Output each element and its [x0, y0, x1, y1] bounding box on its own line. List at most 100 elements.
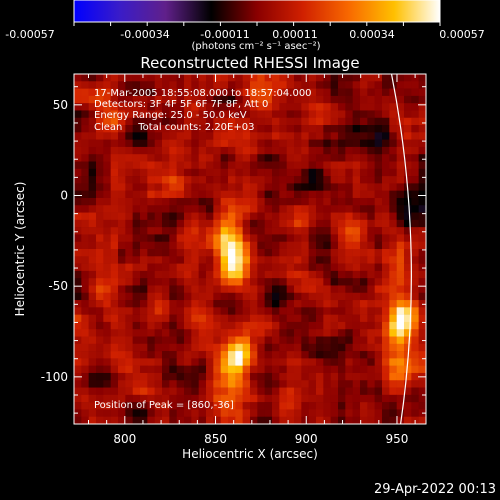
heatmap-cell — [110, 197, 119, 206]
heatmap-cell — [228, 241, 236, 250]
y-tick-label: 50 — [53, 98, 68, 112]
heatmap-cell — [213, 409, 221, 418]
heatmap-cell — [88, 154, 97, 162]
heatmap-cell — [81, 336, 89, 345]
heatmap-cell — [228, 314, 236, 323]
heatmap-cell — [125, 219, 133, 228]
heatmap-cell — [374, 183, 383, 191]
heatmap-cell — [132, 416, 141, 424]
heatmap-cell — [96, 190, 104, 199]
heatmap-cell — [323, 402, 331, 410]
heatmap-cell — [140, 300, 148, 308]
heatmap-cell — [110, 227, 119, 235]
heatmap-cell — [257, 285, 265, 294]
heatmap-cell — [250, 161, 258, 170]
heatmap-cell — [147, 205, 155, 213]
heatmap-cell — [294, 263, 302, 272]
heatmap-cell — [308, 117, 317, 126]
heatmap-cell — [213, 117, 221, 126]
heatmap-cell — [250, 292, 258, 301]
heatmap-cell — [286, 125, 295, 133]
heatmap-cell — [132, 81, 141, 89]
heatmap-cell — [338, 81, 346, 89]
heatmap-cell — [88, 249, 97, 257]
heatmap-cell — [169, 343, 177, 352]
heatmap-cell — [345, 161, 353, 170]
heatmap-cell — [228, 387, 236, 396]
heatmap-cell — [235, 241, 243, 250]
heatmap-cell — [169, 205, 177, 213]
x-axis-label: Heliocentric X (arcsec) — [182, 447, 318, 461]
heatmap-cell — [206, 227, 214, 235]
heatmap-cell — [176, 176, 185, 184]
heatmap-cell — [198, 387, 207, 396]
heatmap-cell — [162, 161, 170, 170]
heatmap-cell — [118, 394, 126, 403]
heatmap-cell — [235, 270, 243, 279]
heatmap-cell — [96, 365, 104, 374]
heatmap-cell — [147, 212, 155, 221]
heatmap-cell — [176, 307, 185, 315]
heatmap-cell — [389, 212, 397, 221]
heatmap-cell — [286, 314, 295, 323]
heatmap-cell — [294, 161, 302, 170]
heatmap-cell — [132, 88, 141, 97]
heatmap-cell — [411, 300, 419, 308]
heatmap-cell — [74, 343, 82, 352]
heatmap-cell — [257, 227, 265, 235]
heatmap-cell — [257, 358, 265, 366]
heatmap-cell — [191, 132, 199, 140]
heatmap-cell — [330, 270, 339, 279]
heatmap-cell — [382, 380, 390, 388]
heatmap-cell — [345, 300, 353, 308]
heatmap-cell — [294, 402, 302, 410]
heatmap-cell — [110, 241, 119, 250]
heatmap-cell — [301, 154, 309, 162]
heatmap-cell — [374, 219, 383, 228]
heatmap-cell — [154, 219, 163, 228]
heatmap-cell — [198, 336, 207, 345]
heatmap-cell — [140, 125, 148, 133]
heatmap-cell — [330, 197, 339, 206]
heatmap-cell — [140, 110, 148, 119]
heatmap-cell — [360, 365, 368, 374]
heatmap-cell — [125, 146, 133, 155]
heatmap-cell — [323, 176, 331, 184]
heatmap-cell — [367, 95, 375, 104]
heatmap-cell — [118, 161, 126, 170]
x-tick-label: 900 — [295, 432, 318, 446]
heatmap-cell — [81, 88, 89, 97]
heatmap-cell — [360, 132, 368, 140]
heatmap-cell — [418, 380, 426, 388]
heatmap-cell — [110, 351, 119, 359]
heatmap-cell — [316, 278, 324, 286]
heatmap-cell — [140, 387, 148, 396]
heatmap-cell — [176, 343, 185, 352]
heatmap-cell — [411, 139, 419, 148]
heatmap-cell — [235, 314, 243, 323]
heatmap-cell — [250, 132, 258, 140]
heatmap-cell — [286, 300, 295, 308]
heatmap-cell — [74, 365, 82, 374]
heatmap-cell — [191, 292, 199, 301]
heatmap-cell — [162, 329, 170, 337]
heatmap-cell — [191, 212, 199, 221]
heatmap-cell — [132, 300, 141, 308]
heatmap-cell — [198, 351, 207, 359]
heatmap-cell — [235, 321, 243, 330]
heatmap-cell — [96, 329, 104, 337]
heatmap-cell — [389, 270, 397, 279]
heatmap-cell — [162, 380, 170, 388]
heatmap-cell — [374, 380, 383, 388]
heatmap-cell — [169, 81, 177, 89]
heatmap-cell — [279, 270, 287, 279]
heatmap-cell — [213, 81, 221, 89]
heatmap-cell — [220, 372, 229, 381]
heatmap-cell — [132, 402, 141, 410]
heatmap-cell — [279, 219, 287, 228]
heatmap-cell — [96, 372, 104, 381]
heatmap-cell — [404, 74, 412, 82]
heatmap-cell — [264, 103, 273, 111]
heatmap-cell — [257, 176, 265, 184]
heatmap-cell — [264, 154, 273, 162]
